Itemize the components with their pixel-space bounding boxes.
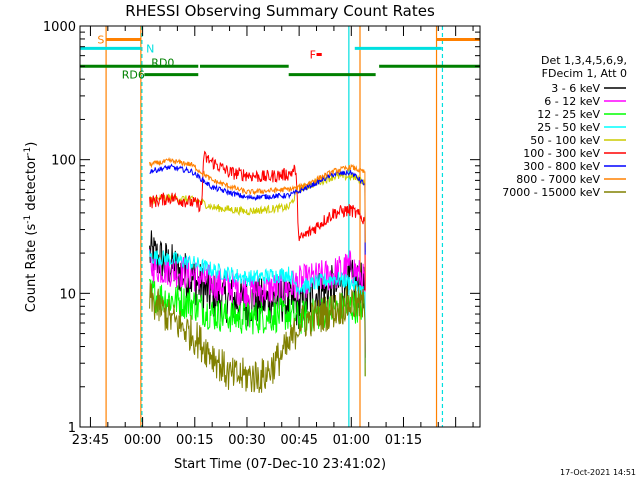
x-axis-label: Start Time (07-Dec-10 23:41:02) bbox=[174, 457, 386, 472]
vertical-marker-lines bbox=[105, 26, 444, 427]
x-tick-label: 23:45 bbox=[72, 433, 109, 448]
legend-label: 800 - 7000 keV bbox=[516, 173, 600, 186]
y-axis-ticks: 1 10 100 1000 bbox=[43, 20, 480, 436]
y-tick-label: 1 bbox=[68, 421, 76, 436]
x-tick-label: 00:00 bbox=[124, 433, 161, 448]
y-axis-label: Count Rate (s-1 detector-1) bbox=[23, 142, 39, 313]
legend: Det 1,3,4,5,6,9, FDecim 1, Att 0 3 - 6 k… bbox=[502, 54, 627, 199]
y-tick-label: 100 bbox=[51, 154, 76, 169]
flag-label-rd6: RD6 bbox=[122, 69, 145, 82]
legend-title-1: Det 1,3,4,5,6,9, bbox=[541, 54, 627, 67]
series-line-7 bbox=[149, 156, 366, 243]
flag-label-rd0: RD0 bbox=[151, 56, 174, 69]
x-tick-label: 00:45 bbox=[280, 433, 317, 448]
x-tick-label: 01:00 bbox=[333, 433, 370, 448]
x-axis-ticks: 23:45 00:00 00:15 00:30 00:45 01:00 01:15 bbox=[72, 26, 474, 448]
series-line-3 bbox=[149, 250, 366, 364]
flag-label-f: F bbox=[310, 49, 316, 62]
y-tick-label: 1000 bbox=[43, 20, 76, 35]
series-line-6 bbox=[149, 163, 366, 255]
y-tick-label: 10 bbox=[59, 287, 76, 302]
legend-label: 12 - 25 keV bbox=[537, 108, 600, 121]
footer-timestamp: 17-Oct-2021 14:51 bbox=[560, 468, 636, 477]
legend-label: 3 - 6 keV bbox=[551, 82, 600, 95]
series-line-2 bbox=[149, 278, 366, 377]
flag-label-n: N bbox=[146, 42, 154, 55]
legend-label: 100 - 300 keV bbox=[523, 147, 600, 160]
x-tick-label: 00:15 bbox=[176, 433, 213, 448]
chart-title: RHESSI Observing Summary Count Rates bbox=[125, 2, 435, 20]
legend-label: 7000 - 15000 keV bbox=[502, 186, 600, 199]
series-line-5 bbox=[149, 150, 366, 291]
legend-title-2: FDecim 1, Att 0 bbox=[542, 67, 627, 80]
series-line-4 bbox=[149, 171, 366, 252]
legend-label: 300 - 800 keV bbox=[523, 160, 600, 173]
flag-label-s: S bbox=[97, 33, 104, 46]
legend-label: 6 - 12 keV bbox=[544, 95, 600, 108]
x-tick-label: 01:15 bbox=[385, 433, 422, 448]
data-series bbox=[149, 150, 366, 394]
x-tick-label: 00:30 bbox=[228, 433, 265, 448]
series-line-8 bbox=[149, 282, 366, 394]
plot-frame bbox=[79, 25, 481, 428]
legend-label: 50 - 100 keV bbox=[530, 134, 600, 147]
legend-label: 25 - 50 keV bbox=[537, 121, 600, 134]
